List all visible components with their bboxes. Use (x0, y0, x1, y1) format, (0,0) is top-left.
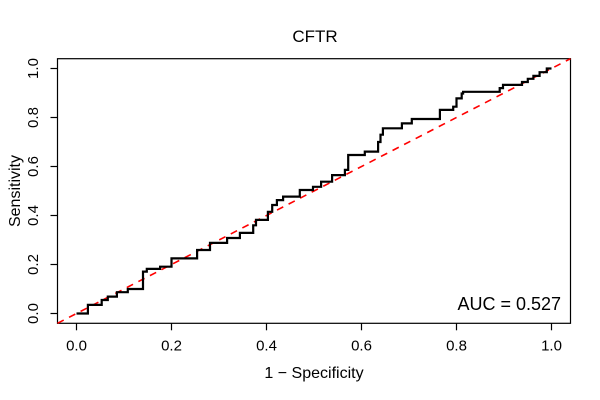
y-tick-label: 0.4 (25, 205, 42, 226)
x-axis-label: 1 − Specificity (264, 365, 363, 382)
auc-annotation: AUC = 0.527 (457, 294, 561, 314)
x-tick-label: 1.0 (541, 337, 562, 354)
chart-title: CFTR (292, 27, 337, 46)
y-tick-label: 1.0 (25, 58, 42, 79)
roc-curve (76, 67, 552, 315)
x-axis: 0.0 0.2 0.4 0.6 0.8 1.0 (66, 323, 562, 354)
y-tick-label: 0.8 (25, 107, 42, 128)
y-tick-label: 0.0 (25, 303, 42, 324)
x-tick-label: 0.4 (256, 337, 277, 354)
x-tick-label: 0.8 (446, 337, 467, 354)
x-tick-label: 0.0 (66, 337, 87, 354)
y-tick-label: 0.2 (25, 254, 42, 275)
y-axis-label: Sensitivity (7, 155, 24, 227)
x-tick-label: 0.2 (161, 337, 182, 354)
plot-box (56, 58, 572, 324)
y-axis: 0.0 0.2 0.4 0.6 0.8 1.0 (25, 58, 58, 324)
y-tick-label: 0.6 (25, 156, 42, 177)
x-tick-label: 0.6 (351, 337, 372, 354)
